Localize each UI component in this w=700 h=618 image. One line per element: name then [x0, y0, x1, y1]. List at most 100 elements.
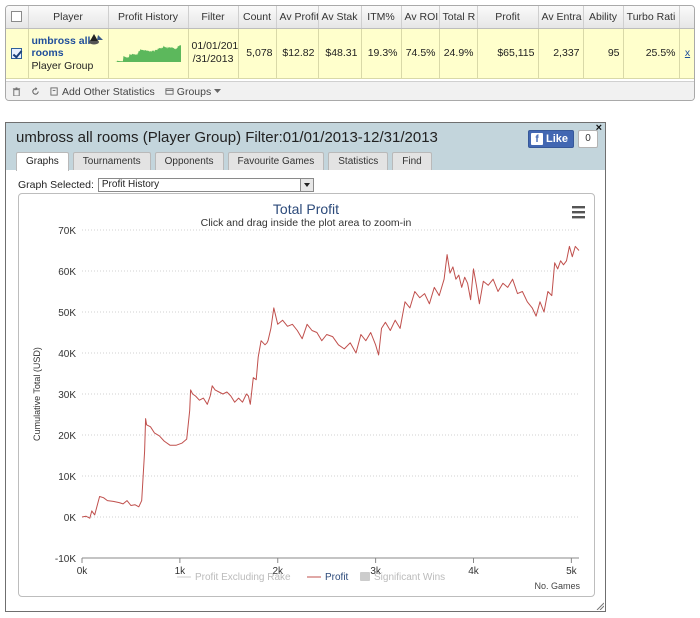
refresh-icon [32, 87, 39, 95]
sparkline-area [115, 45, 181, 62]
av-entrants-cell: 2,337 [538, 28, 584, 79]
refresh-button[interactable] [31, 87, 40, 96]
groups-label: Groups [176, 85, 212, 98]
player-name-link[interactable]: umbross all rooms [31, 34, 91, 59]
select-all-checkbox[interactable] [11, 11, 23, 23]
row-checkbox[interactable] [11, 47, 23, 59]
col-header-count[interactable]: Count [238, 6, 277, 29]
table-row[interactable]: umbross all rooms Player Group 01/01/201… [6, 28, 694, 79]
like-count: 0 [578, 130, 599, 148]
av-roi-cell: 74.5% [401, 28, 440, 79]
remove-row-button[interactable]: x [679, 28, 694, 79]
y-tick-label: 60K [58, 267, 76, 278]
itm-cell: 19.3% [361, 28, 402, 79]
y-tick-label: 30K [58, 390, 76, 401]
table-header-row: Player Profit History Filter Count Av Pr… [6, 6, 694, 29]
delete-button[interactable] [12, 87, 21, 96]
player-type-label: Player Group [31, 59, 94, 72]
col-header-av-profit[interactable]: Av Profit [276, 6, 319, 29]
col-header-close [679, 6, 694, 29]
turbo-ratio-cell: 25.5% [623, 28, 680, 79]
legend-item-profit-excl-rake: Profit Excluding Rake [195, 572, 291, 583]
chart-container[interactable]: Total Profit Click and drag inside the pl… [18, 193, 595, 597]
chart-subtitle: Click and drag inside the plot area to z… [201, 217, 412, 229]
facebook-like-button[interactable]: f Like [528, 130, 575, 148]
graph-window: umbross all rooms (Player Group) Filter:… [5, 122, 606, 612]
ability-cell: 95 [583, 28, 624, 79]
x-tick-label: 0k [77, 566, 89, 577]
add-stats-icon [50, 87, 58, 96]
add-other-statistics-button[interactable]: Add Other Statistics [50, 86, 155, 98]
tab-opponents[interactable]: Opponents [154, 152, 224, 170]
x-tick-label: 1k [175, 566, 187, 577]
profit-series-line [81, 245, 580, 519]
tab-tournaments[interactable]: Tournaments [72, 152, 151, 170]
graph-select-dropdown[interactable]: Profit History [97, 178, 314, 192]
col-header-total-roi[interactable]: Total R [439, 6, 478, 29]
col-header-av-entrants[interactable]: Av Entra [538, 6, 584, 29]
player-cell: umbross all rooms Player Group [28, 28, 109, 79]
col-header-turbo-ratio[interactable]: Turbo Rati [623, 6, 680, 29]
filter-cell: 01/01/201 /31/2013 [188, 28, 239, 79]
col-header-filter[interactable]: Filter [188, 6, 239, 29]
x-tick-label: 2k [272, 566, 284, 577]
profit-history-cell [108, 28, 189, 79]
y-tick-label: 40K [58, 349, 76, 360]
groups-icon [165, 88, 174, 95]
profit-cell: $65,115 [477, 28, 539, 79]
col-header-itm[interactable]: ITM% [361, 6, 402, 29]
groups-dropdown[interactable]: Groups [165, 85, 222, 98]
legend-item-profit: Profit [325, 572, 349, 583]
chevron-down-icon [214, 89, 222, 93]
col-header-profit-history[interactable]: Profit History [108, 6, 189, 29]
facebook-like-widget[interactable]: f Like 0 [528, 130, 599, 148]
tab-find[interactable]: Find [392, 152, 432, 170]
chart-title: Total Profit [273, 201, 339, 217]
y-tick-label: -10K [55, 554, 76, 565]
window-close-button[interactable]: × [595, 122, 602, 134]
profit-sparkline [115, 45, 181, 62]
tab-favourite-games[interactable]: Favourite Games [227, 152, 325, 170]
window-tabs: Graphs Tournaments Opponents Favourite G… [16, 152, 432, 171]
add-other-statistics-label: Add Other Statistics [62, 85, 155, 98]
col-header-av-roi[interactable]: Av ROI [401, 6, 440, 29]
x-tick-label: 5k [566, 566, 578, 577]
like-label: Like [546, 133, 569, 145]
tab-graphs[interactable]: Graphs [16, 152, 69, 171]
av-stake-cell: $48.31 [318, 28, 362, 79]
row-checkbox-cell[interactable] [6, 28, 29, 79]
av-profit-cell: $12.82 [276, 28, 319, 79]
table-toolbar: Add Other Statistics Groups [6, 81, 694, 100]
legend-item-significant-wins: Significant Wins [374, 572, 445, 583]
graph-selected-label: Graph Selected: [18, 179, 94, 191]
x-tick-label: 4k [468, 566, 480, 577]
y-tick-label: 70K [58, 226, 76, 237]
col-header-player[interactable]: Player [28, 6, 109, 29]
y-tick-label: 10K [58, 472, 76, 483]
total-roi-cell: 24.9% [439, 28, 478, 79]
window-header: umbross all rooms (Player Group) Filter:… [6, 122, 605, 171]
chart-menu-icon-bar [572, 216, 585, 219]
col-header-profit[interactable]: Profit [477, 6, 539, 29]
y-tick-label: 20K [58, 431, 76, 442]
x-tick-label: 3k [370, 566, 382, 577]
facebook-icon: f [531, 133, 543, 145]
window-title: umbross all rooms (Player Group) Filter:… [16, 129, 438, 146]
col-header-av-stake[interactable]: Av Stak [318, 6, 362, 29]
col-header-ability[interactable]: Ability [583, 6, 624, 29]
graph-select-value: Profit History [101, 179, 160, 190]
graph-select-row: Graph Selected: Profit History [18, 178, 314, 192]
y-tick-label: 50K [58, 308, 76, 319]
resize-grip-icon[interactable] [596, 602, 604, 610]
chart-menu-icon-bar [572, 206, 585, 209]
legend-swatch-significant-wins [360, 572, 370, 581]
results-table: Player Profit History Filter Count Av Pr… [6, 6, 694, 79]
tab-statistics[interactable]: Statistics [328, 152, 389, 170]
filter-value: 01/01/201 /31/2013 [191, 40, 238, 65]
select-all-checkbox-cell[interactable] [6, 6, 29, 29]
chart-menu-icon-bar [572, 211, 585, 214]
y-axis-title: Cumulative Total (USD) [32, 347, 42, 441]
y-tick-label: 0K [64, 513, 77, 524]
dropdown-arrow-icon [299, 179, 313, 191]
